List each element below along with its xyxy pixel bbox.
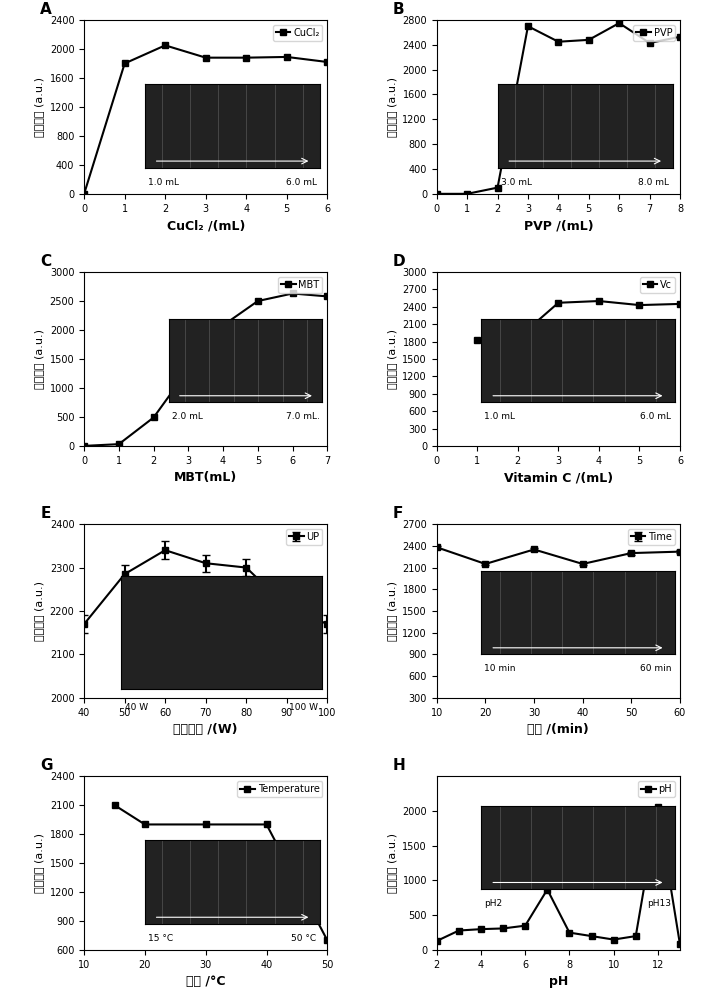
- pH: [587, 930, 596, 942]
- X-axis label: 时间 /(min): 时间 /(min): [527, 723, 590, 736]
- CuCl₂: [80, 188, 88, 200]
- MBT: [254, 295, 262, 307]
- Line: PVP: PVP: [433, 20, 683, 197]
- PVP: [676, 31, 684, 43]
- Y-axis label: 荧光强度 (a.u.): 荧光强度 (a.u.): [34, 581, 44, 641]
- PVP: [615, 17, 623, 29]
- PVP: [494, 182, 502, 194]
- Text: C: C: [41, 254, 51, 269]
- Legend: UP: UP: [286, 529, 322, 545]
- Temperature: [141, 818, 149, 830]
- Text: A: A: [41, 2, 52, 17]
- Legend: Time: Time: [628, 529, 675, 545]
- X-axis label: PVP /(mL): PVP /(mL): [524, 219, 593, 232]
- X-axis label: CuCl₂ /(mL): CuCl₂ /(mL): [167, 219, 245, 232]
- CuCl₂: [121, 57, 129, 69]
- Line: Vc: Vc: [474, 298, 683, 344]
- MBT: [115, 438, 123, 450]
- pH: [477, 923, 485, 935]
- Text: F: F: [393, 506, 403, 521]
- CuCl₂: [201, 52, 210, 64]
- Legend: pH: pH: [638, 781, 675, 797]
- MBT: [219, 319, 227, 331]
- MBT: [149, 411, 158, 423]
- CuCl₂: [161, 39, 170, 51]
- MBT: [184, 363, 193, 375]
- pH: [653, 801, 662, 813]
- Legend: CuCl₂: CuCl₂: [273, 25, 322, 41]
- Vc: [473, 334, 482, 346]
- PVP: [554, 36, 563, 48]
- Y-axis label: 荧光强度 (a.u.): 荧光强度 (a.u.): [387, 77, 397, 137]
- pH: [609, 934, 618, 946]
- X-axis label: 超声功率 /(W): 超声功率 /(W): [173, 723, 238, 736]
- PVP: [524, 20, 532, 32]
- MBT: [288, 287, 297, 299]
- Text: E: E: [41, 506, 50, 521]
- pH: [455, 925, 463, 937]
- Vc: [514, 332, 522, 344]
- Text: D: D: [393, 254, 406, 269]
- X-axis label: 温度 /°C: 温度 /°C: [186, 975, 226, 988]
- pH: [676, 938, 684, 950]
- Legend: Vc: Vc: [640, 277, 675, 293]
- Line: pH: pH: [433, 804, 683, 948]
- Line: Temperature: Temperature: [111, 802, 331, 944]
- Y-axis label: 荧光强度 (a.u.): 荧光强度 (a.u.): [387, 329, 397, 389]
- MBT: [323, 290, 332, 302]
- X-axis label: Vitamin C /(mL): Vitamin C /(mL): [504, 471, 613, 484]
- Legend: MBT: MBT: [278, 277, 322, 293]
- PVP: [646, 37, 654, 49]
- CuCl₂: [323, 56, 332, 68]
- PVP: [463, 188, 471, 200]
- X-axis label: pH: pH: [549, 975, 568, 988]
- pH: [499, 922, 508, 934]
- Vc: [635, 299, 644, 311]
- Temperature: [110, 799, 118, 811]
- Text: G: G: [41, 758, 53, 773]
- pH: [632, 930, 640, 942]
- Legend: PVP: PVP: [633, 25, 675, 41]
- pH: [565, 927, 573, 939]
- CuCl₂: [283, 51, 291, 63]
- pH: [433, 935, 441, 947]
- Text: B: B: [393, 2, 404, 17]
- Legend: Temperature: Temperature: [237, 781, 322, 797]
- Line: MBT: MBT: [81, 290, 331, 449]
- Y-axis label: 荧光强度 (a.u.): 荧光强度 (a.u.): [387, 581, 397, 641]
- Vc: [676, 298, 684, 310]
- Y-axis label: 荧光强度 (a.u.): 荧光强度 (a.u.): [387, 833, 397, 893]
- Temperature: [262, 818, 271, 830]
- Text: H: H: [393, 758, 406, 773]
- Vc: [554, 297, 563, 309]
- Line: CuCl₂: CuCl₂: [81, 42, 331, 197]
- PVP: [433, 188, 441, 200]
- Y-axis label: 荧光强度 (a.u.): 荧光强度 (a.u.): [34, 77, 44, 137]
- Y-axis label: 荧光强度 (a.u.): 荧光强度 (a.u.): [34, 833, 44, 893]
- CuCl₂: [242, 52, 250, 64]
- X-axis label: MBT(mL): MBT(mL): [174, 471, 238, 484]
- Temperature: [201, 818, 210, 830]
- PVP: [585, 34, 593, 46]
- Vc: [594, 295, 603, 307]
- Temperature: [323, 934, 332, 946]
- Y-axis label: 荧光强度 (a.u.): 荧光强度 (a.u.): [34, 329, 44, 389]
- pH: [543, 884, 552, 896]
- MBT: [80, 440, 88, 452]
- pH: [521, 920, 529, 932]
